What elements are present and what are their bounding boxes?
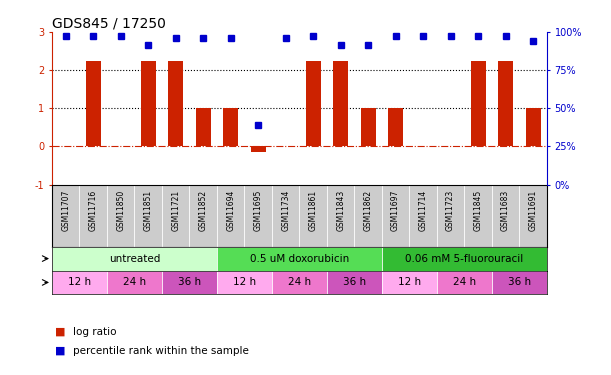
Bar	[525, 108, 541, 146]
Text: ■: ■	[55, 327, 65, 337]
Text: GSM11843: GSM11843	[336, 190, 345, 231]
Bar	[217, 270, 272, 294]
Bar	[251, 146, 266, 152]
Bar	[360, 108, 376, 146]
Text: GSM11721: GSM11721	[171, 190, 180, 231]
Bar	[223, 108, 238, 146]
Text: GSM11714: GSM11714	[419, 190, 428, 231]
Text: GSM11845: GSM11845	[474, 190, 483, 231]
Text: 24 h: 24 h	[453, 278, 476, 288]
Text: percentile rank within the sample: percentile rank within the sample	[73, 346, 249, 355]
Bar	[272, 270, 327, 294]
Text: GSM11851: GSM11851	[144, 190, 153, 231]
Text: 36 h: 36 h	[178, 278, 201, 288]
Bar	[382, 270, 437, 294]
Text: 12 h: 12 h	[398, 278, 421, 288]
Text: GSM11862: GSM11862	[364, 190, 373, 231]
Bar	[492, 270, 547, 294]
Text: GSM11697: GSM11697	[391, 190, 400, 231]
Text: GSM11691: GSM11691	[529, 190, 538, 231]
Bar	[168, 60, 183, 146]
Bar	[382, 247, 547, 270]
Text: GSM11683: GSM11683	[501, 190, 510, 231]
Bar	[86, 60, 101, 146]
Text: GSM11695: GSM11695	[254, 190, 263, 231]
Text: GSM11723: GSM11723	[446, 190, 455, 231]
Bar	[52, 247, 217, 270]
Text: 0.06 mM 5-fluorouracil: 0.06 mM 5-fluorouracil	[405, 254, 524, 264]
Bar	[196, 108, 211, 146]
Bar	[333, 60, 348, 146]
Text: 36 h: 36 h	[508, 278, 531, 288]
Bar	[437, 270, 492, 294]
Bar	[498, 60, 513, 146]
Text: 12 h: 12 h	[68, 278, 91, 288]
Text: 24 h: 24 h	[288, 278, 311, 288]
Text: log ratio: log ratio	[73, 327, 117, 337]
Text: GSM11852: GSM11852	[199, 190, 208, 231]
Text: GSM11707: GSM11707	[61, 190, 70, 231]
Bar	[388, 108, 403, 146]
Text: GSM11694: GSM11694	[226, 190, 235, 231]
Text: 12 h: 12 h	[233, 278, 256, 288]
Text: 36 h: 36 h	[343, 278, 366, 288]
Text: GDS845 / 17250: GDS845 / 17250	[52, 17, 166, 31]
Text: 24 h: 24 h	[123, 278, 146, 288]
Text: GSM11861: GSM11861	[309, 190, 318, 231]
Bar	[141, 60, 156, 146]
Bar	[52, 270, 107, 294]
Bar	[306, 60, 321, 146]
Text: GSM11850: GSM11850	[116, 190, 125, 231]
Text: GSM11734: GSM11734	[281, 190, 290, 231]
Bar	[107, 270, 162, 294]
Bar	[327, 270, 382, 294]
Text: GSM11716: GSM11716	[89, 190, 98, 231]
Text: 0.5 uM doxorubicin: 0.5 uM doxorubicin	[250, 254, 349, 264]
Bar	[162, 270, 217, 294]
Bar	[217, 247, 382, 270]
Text: ■: ■	[55, 346, 65, 355]
Text: untreated: untreated	[109, 254, 160, 264]
Bar	[470, 60, 486, 146]
